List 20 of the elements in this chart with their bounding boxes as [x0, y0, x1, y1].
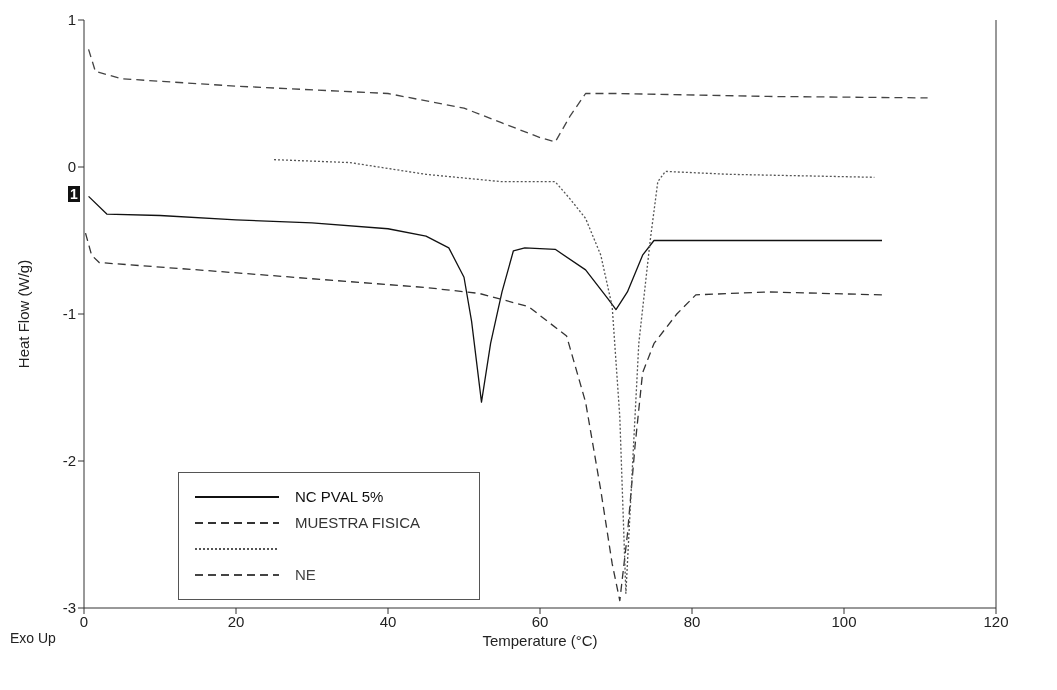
x-tick-label: 40 — [379, 612, 397, 630]
y-tick-label: 1 — [67, 11, 76, 29]
y-tick-label: -3 — [62, 599, 76, 617]
y-axis-title: Heat Flow (W/g) — [15, 259, 33, 369]
text: NE — [295, 566, 316, 583]
x-tick-label: 20 — [227, 612, 245, 630]
text: Exo Up — [10, 630, 56, 646]
x-tick-label: 60 — [531, 612, 549, 630]
x-tick-label: 80 — [683, 612, 701, 630]
text: MUESTRA FISICA — [295, 514, 421, 531]
line-series — [87, 48, 929, 143]
y-tick-label: 0 — [67, 158, 76, 176]
x-tick-label: 0 — [79, 612, 89, 630]
x-tick-label: 100 — [831, 612, 857, 630]
y-tick-label: -2 — [62, 452, 76, 470]
y-tick-label: -1 — [62, 305, 76, 323]
line-series — [87, 195, 883, 403]
text: NC PVAL 5% — [295, 488, 384, 505]
x-tick-label: 120 — [983, 612, 1009, 630]
x-axis-title: Temperature (°C) — [482, 632, 598, 649]
